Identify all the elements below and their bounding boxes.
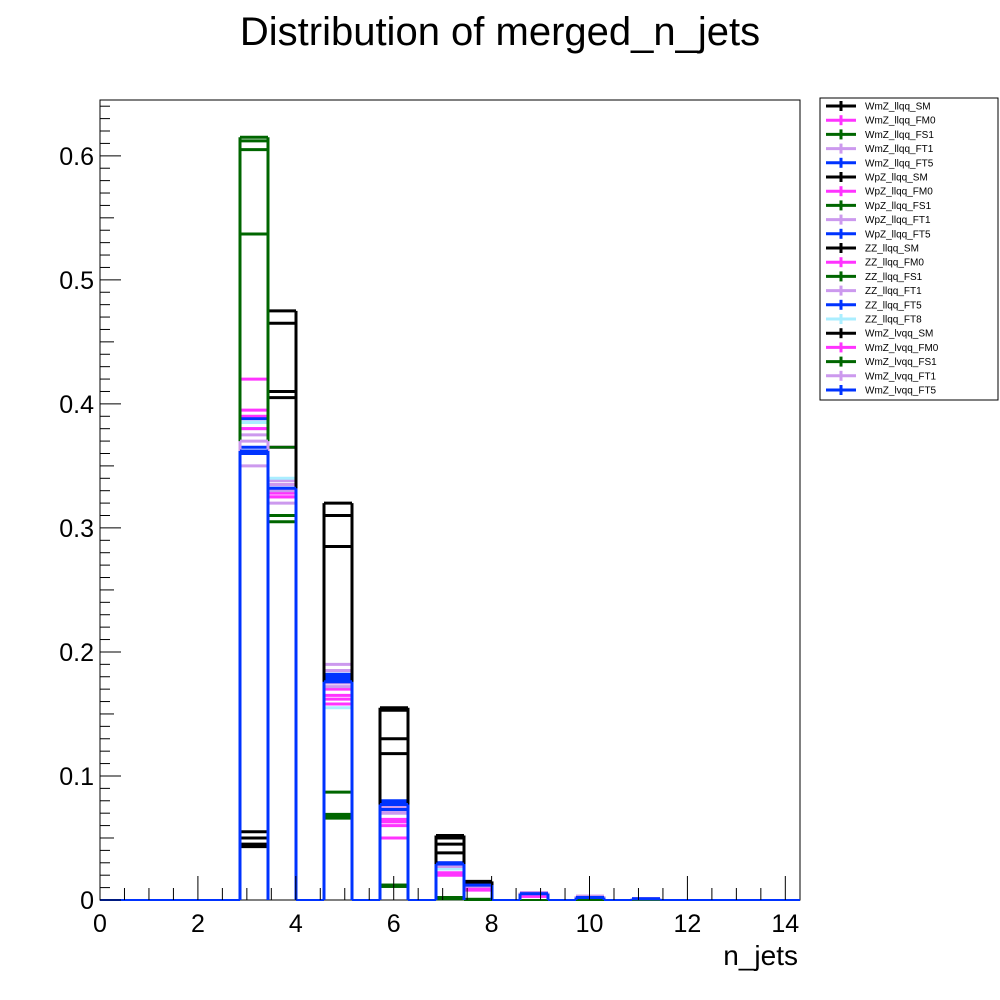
legend-label: ZZ_llqq_SM (865, 244, 919, 255)
series-WmZ_lvqq_FS1 (100, 139, 800, 901)
series-WmZ_lvqq_FM0 (100, 427, 800, 901)
series-WpZ_llqq_FM0 (100, 377, 800, 901)
legend-entry: ZZ_llqq_FT5 (826, 299, 922, 311)
x-tick-label: 10 (576, 910, 604, 938)
legend-label: WmZ_lvqq_FT5 (865, 386, 937, 397)
series-WmZ_llqq_FS1 (100, 135, 800, 901)
plot-frame (99, 99, 801, 901)
legend-label: ZZ_llqq_FT1 (865, 286, 922, 297)
legend-entry: WpZ_llqq_FT5 (826, 228, 931, 240)
legend-entry: WpZ_llqq_FS1 (826, 200, 932, 212)
legend-label: WmZ_lvqq_SM (865, 329, 933, 340)
series-WpZ_llqq_SM (100, 309, 800, 901)
y-tick-label: 0.2 (59, 639, 94, 667)
legend-label: ZZ_llqq_FS1 (865, 272, 923, 283)
legend-entry: WmZ_llqq_FT1 (826, 143, 934, 155)
series-WmZ_lvqq_FT1 (100, 439, 800, 901)
series-WpZ_llqq_FT5 (100, 445, 800, 901)
legend-label: WpZ_llqq_SM (865, 173, 928, 184)
legend-entry: WmZ_lvqq_FT5 (826, 385, 937, 397)
legend-entry: WmZ_lvqq_SM (826, 328, 933, 340)
y-tick-label: 0.6 (59, 143, 94, 171)
legend-label: WpZ_llqq_FT5 (865, 229, 931, 240)
y-tick-label: 0.5 (59, 267, 94, 295)
legend-label: WmZ_llqq_FS1 (865, 130, 934, 141)
histogram-bars (100, 135, 800, 901)
series-ZZ_llqq_FS1 (100, 232, 800, 901)
legend-entry: ZZ_llqq_FT1 (826, 285, 922, 297)
axes: 0 2 4 6 8 10 12 14 0 0.1 0.2 0.3 0.4 0.5 0.6 (59, 105, 799, 938)
legend-label: WmZ_lvqq_FS1 (865, 357, 937, 368)
legend-label: ZZ_llqq_FT5 (865, 300, 922, 311)
x-tick-label: 8 (485, 910, 499, 938)
series-WmZ_lvqq_FT5 (100, 449, 800, 901)
legend-entry: WmZ_llqq_SM (826, 101, 931, 113)
legend-label: WmZ_lvqq_FT1 (865, 371, 937, 382)
x-tick-label: 12 (674, 910, 702, 938)
series-WmZ_llqq_FM0 (100, 414, 800, 901)
legend-entry: WmZ_lvqq_FM0 (826, 342, 939, 354)
series-WmZ_lvqq_SM (100, 396, 800, 901)
x-tick-label: 2 (191, 910, 205, 938)
legend-entry: WmZ_lvqq_FT1 (826, 370, 937, 382)
x-tick-label: 14 (771, 910, 799, 938)
series-ZZ_llqq_FM0 (100, 408, 800, 901)
legend-label: WpZ_llqq_FS1 (865, 201, 932, 212)
legend-entry: WpZ_llqq_FT1 (826, 214, 931, 226)
legend-entry: WmZ_llqq_FT5 (826, 157, 934, 169)
x-tick-label: 0 (93, 910, 107, 938)
legend-entry: ZZ_llqq_FM0 (826, 257, 924, 269)
legend-label: ZZ_llqq_FT8 (865, 315, 922, 326)
legend-label: ZZ_llqq_FM0 (865, 258, 924, 269)
legend-entry: WmZ_lvqq_FS1 (826, 356, 937, 368)
legend-label: WpZ_llqq_FM0 (865, 187, 933, 198)
legend-label: WmZ_llqq_FM0 (865, 116, 936, 127)
legend-label: WmZ_llqq_FT1 (865, 144, 934, 155)
series-WmZ_llqq_SM (100, 321, 800, 901)
legend-entry: WpZ_llqq_FM0 (826, 186, 933, 198)
legend-label: WpZ_llqq_FT1 (865, 215, 931, 226)
series-WmZ_llqq_FT5 (100, 451, 800, 901)
series-WpZ_llqq_FS1 (100, 148, 800, 901)
x-tick-label: 6 (387, 910, 401, 938)
series-ZZ_llqq_FT5 (100, 417, 800, 901)
legend-label: WmZ_llqq_SM (865, 102, 931, 113)
y-tick-label: 0.4 (59, 391, 94, 419)
legend-entry: ZZ_llqq_SM (826, 243, 919, 255)
legend-label: WmZ_lvqq_FM0 (865, 343, 939, 354)
legend-entry: ZZ_llqq_FT8 (826, 314, 922, 326)
x-axis-title: n_jets (723, 940, 798, 971)
legend-entry: WmZ_llqq_FS1 (826, 129, 934, 141)
series-ZZ_llqq_FT8 (100, 420, 800, 901)
legend-entry: ZZ_llqq_FS1 (826, 271, 923, 283)
series-WpZ_llqq_FT1 (100, 433, 800, 901)
y-tick-label: 0.1 (59, 763, 94, 791)
chart-title: Distribution of merged_n_jets (240, 10, 760, 54)
legend-entry: WpZ_llqq_SM (826, 172, 928, 184)
y-tick-label: 0 (80, 887, 94, 915)
legend-entry: WmZ_llqq_FM0 (826, 115, 936, 127)
legend-label: WmZ_llqq_FT5 (865, 158, 934, 169)
y-tick-label: 0.3 (59, 515, 94, 543)
x-tick-label: 4 (289, 910, 303, 938)
series-ZZ_llqq_FT1 (100, 427, 800, 901)
series-ZZ_llqq_SM (100, 389, 800, 901)
legend: WmZ_llqq_SM WmZ_llqq_FM0 WmZ_llqq_FS1 WmZ_l… (819, 97, 999, 401)
